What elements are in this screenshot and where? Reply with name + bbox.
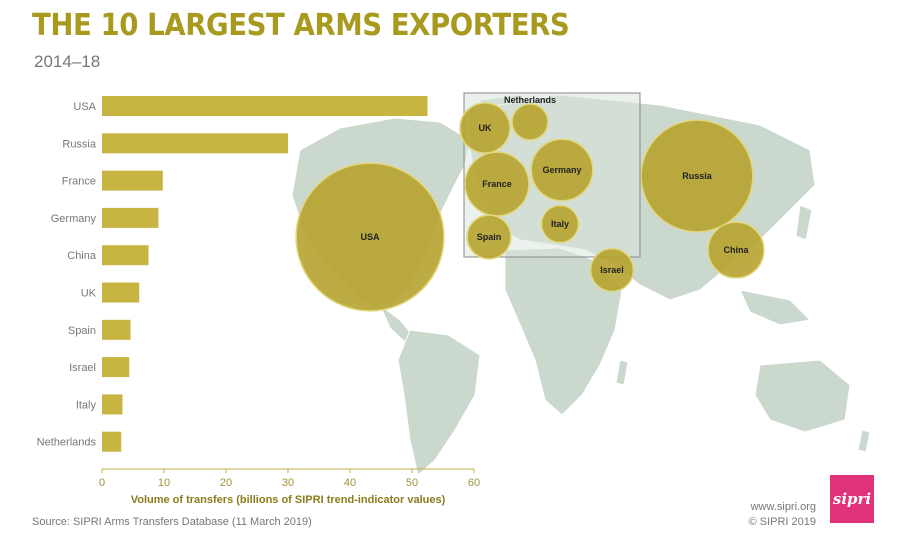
- bar-spain: [102, 319, 131, 340]
- category-label-uk: UK: [81, 288, 97, 300]
- chart-subtitle: 2014–18: [34, 52, 101, 71]
- category-label-germany: Germany: [51, 213, 97, 225]
- bar-chart: USA Russia France Germany China UK Spain Israel…: [37, 96, 428, 452]
- bar-china: [102, 245, 149, 266]
- bar-russia: [102, 133, 288, 154]
- x-tick-label-40: 40: [344, 477, 356, 489]
- map-bubbles: USA Russia China Israel UK France Germany Spain…: [295, 95, 765, 312]
- bar-uk: [102, 282, 140, 303]
- bubble-china: [707, 221, 765, 279]
- bubble-israel: [589, 247, 635, 293]
- category-label-italy: Italy: [76, 399, 97, 411]
- bubble-usa: [295, 162, 445, 312]
- x-tick-label-0: 0: [99, 477, 105, 489]
- bubble-label-usa: USA: [360, 232, 380, 242]
- bubble-germany: [530, 138, 594, 202]
- bubble-uk: [459, 102, 511, 154]
- bubble-label-russia: Russia: [682, 171, 713, 181]
- x-axis-ticks: 0 10 20 30 40 50 60: [99, 469, 480, 489]
- bar-germany: [102, 207, 159, 228]
- bubble-label-germany: Germany: [542, 165, 581, 175]
- bubble-label-china: China: [723, 245, 749, 255]
- bubble-russia: [640, 119, 754, 233]
- bar-israel: [102, 357, 130, 378]
- category-label-spain: Spain: [68, 325, 96, 337]
- category-label-china: China: [67, 250, 97, 262]
- bar-netherlands: [102, 431, 122, 452]
- x-tick-label-60: 60: [468, 477, 480, 489]
- sipri-logo: sipri: [830, 475, 874, 523]
- bubble-netherlands: [511, 103, 549, 141]
- source-note: Source: SIPRI Arms Transfers Database (1…: [32, 516, 312, 528]
- bar-france: [102, 170, 163, 191]
- bubble-label-israel: Israel: [600, 265, 624, 275]
- x-tick-label-20: 20: [220, 477, 232, 489]
- website-text: www.sipri.org: [750, 501, 816, 513]
- bubble-label-france: France: [482, 179, 512, 189]
- category-label-france: France: [62, 176, 96, 188]
- bubble-label-uk: UK: [479, 123, 492, 133]
- bubble-spain: [466, 214, 512, 260]
- bar-italy: [102, 394, 123, 415]
- bubble-label-spain: Spain: [477, 232, 502, 242]
- bubble-label-netherlands: Netherlands: [504, 95, 556, 105]
- bar-usa: [102, 96, 428, 116]
- bubble-italy: [540, 204, 580, 244]
- x-tick-label-30: 30: [282, 477, 294, 489]
- category-label-usa: USA: [73, 101, 96, 113]
- bubble-label-italy: Italy: [551, 219, 569, 229]
- x-tick-label-10: 10: [158, 477, 170, 489]
- chart-title: THE 10 LARGEST ARMS EXPORTERS: [32, 8, 570, 43]
- footer-credits: www.sipri.org © SIPRI 2019: [749, 500, 816, 530]
- x-tick-label-50: 50: [406, 477, 418, 489]
- category-label-russia: Russia: [62, 138, 97, 150]
- x-axis-label: Volume of transfers (billions of SIPRI t…: [131, 494, 446, 506]
- category-label-israel: Israel: [69, 362, 96, 374]
- category-label-netherlands: Netherlands: [37, 437, 97, 449]
- copyright-text: © SIPRI 2019: [748, 516, 816, 528]
